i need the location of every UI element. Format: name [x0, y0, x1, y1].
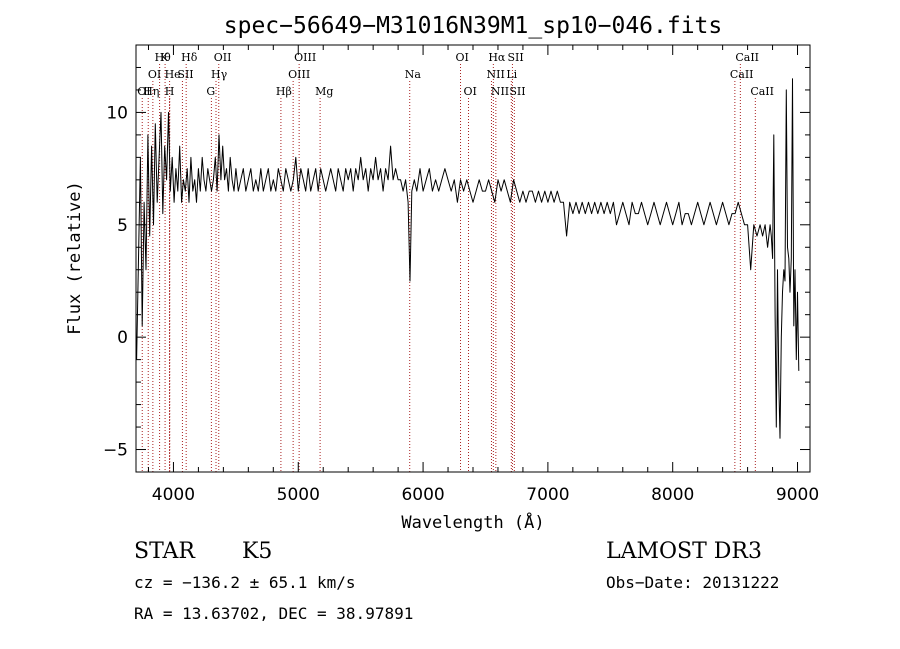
y-tick-label: 5 — [117, 216, 128, 236]
redshift-text: cz = −136.2 ± 65.1 km/s — [134, 573, 356, 592]
chart-title: spec−56649−M31016N39M1_sp10−046.fits — [224, 13, 723, 39]
spectral-line-label: Mg — [315, 85, 333, 98]
x-tick-label: 9000 — [776, 485, 819, 505]
spectral-line-label: Hγ — [211, 68, 228, 81]
spectral-line-label: Hθ — [155, 51, 172, 64]
y-axis-label: Flux (relative) — [65, 181, 85, 335]
object-class: STAR — [134, 539, 195, 564]
y-tick-label: 0 — [117, 328, 128, 348]
coordinates: RA = 13.63702, DEC = 38.97891 — [134, 604, 414, 623]
spectral-line-label: OI — [137, 85, 150, 98]
spectral-line-label: Li — [506, 68, 517, 81]
spectral-line-label: CaII — [750, 85, 774, 98]
spectral-line-label: NII — [491, 85, 509, 98]
spectral-line-label: OI — [148, 68, 161, 81]
spectral-line-label: H — [165, 85, 175, 98]
spectral-line-label: Hδ — [181, 51, 198, 64]
x-tick-label: 8000 — [651, 485, 694, 505]
spectral-line-label: Hβ — [276, 85, 292, 98]
object-subclass: K5 — [242, 539, 273, 564]
y-tick-label: −5 — [103, 441, 128, 461]
spectral-line-label: CaII — [730, 68, 754, 81]
spectral-line-label: He — [165, 68, 181, 81]
spectrum-plot: OIHηOIHθKHeHSIIHδGHγOIIHβOIIIOIIIMgNaOIO… — [65, 13, 819, 533]
x-tick-label: 5000 — [277, 485, 320, 505]
obs-date: Obs−Date: 20131222 — [606, 573, 780, 592]
y-tick-label: 10 — [106, 103, 128, 123]
spectral-line-label: OI — [456, 51, 469, 64]
spectral-line-labels: OIHηOIHθKHeHSIIHδGHγOIIHβOIIIOIIIMgNaOIO… — [137, 51, 774, 98]
survey-name: LAMOST DR3 — [606, 539, 762, 564]
spectral-line-label: OIII — [288, 68, 310, 81]
spectral-line-label: OIII — [294, 51, 316, 64]
spectral-line-label: OII — [214, 51, 232, 64]
y-axis: −5 0 5 10 — [103, 44, 810, 473]
spectral-line-label: NII — [486, 68, 504, 81]
plot-frame — [135, 44, 811, 473]
spectral-line-label: Hα — [488, 51, 506, 64]
x-tick-label: 6000 — [401, 485, 444, 505]
spectral-line-label: K — [160, 51, 169, 64]
x-axis-label: Wavelength (Å) — [401, 511, 544, 533]
spectral-line-label: G — [206, 85, 215, 98]
spectral-line-label: SII — [177, 68, 193, 81]
x-tick-label: 7000 — [526, 485, 569, 505]
spectral-line-label: Na — [405, 68, 422, 81]
spectral-line-label: CaII — [735, 51, 759, 64]
x-axis: 4000 5000 6000 7000 8000 9000 — [147, 45, 819, 505]
spectral-line-label: OI — [464, 85, 477, 98]
spectral-line-label: Hη — [143, 85, 159, 98]
spectral-line-markers — [141, 64, 756, 472]
spectral-line-label: SII — [507, 51, 523, 64]
spectrum-line — [136, 78, 800, 439]
x-tick-label: 4000 — [152, 485, 195, 505]
spectral-line-label: SII — [509, 85, 525, 98]
